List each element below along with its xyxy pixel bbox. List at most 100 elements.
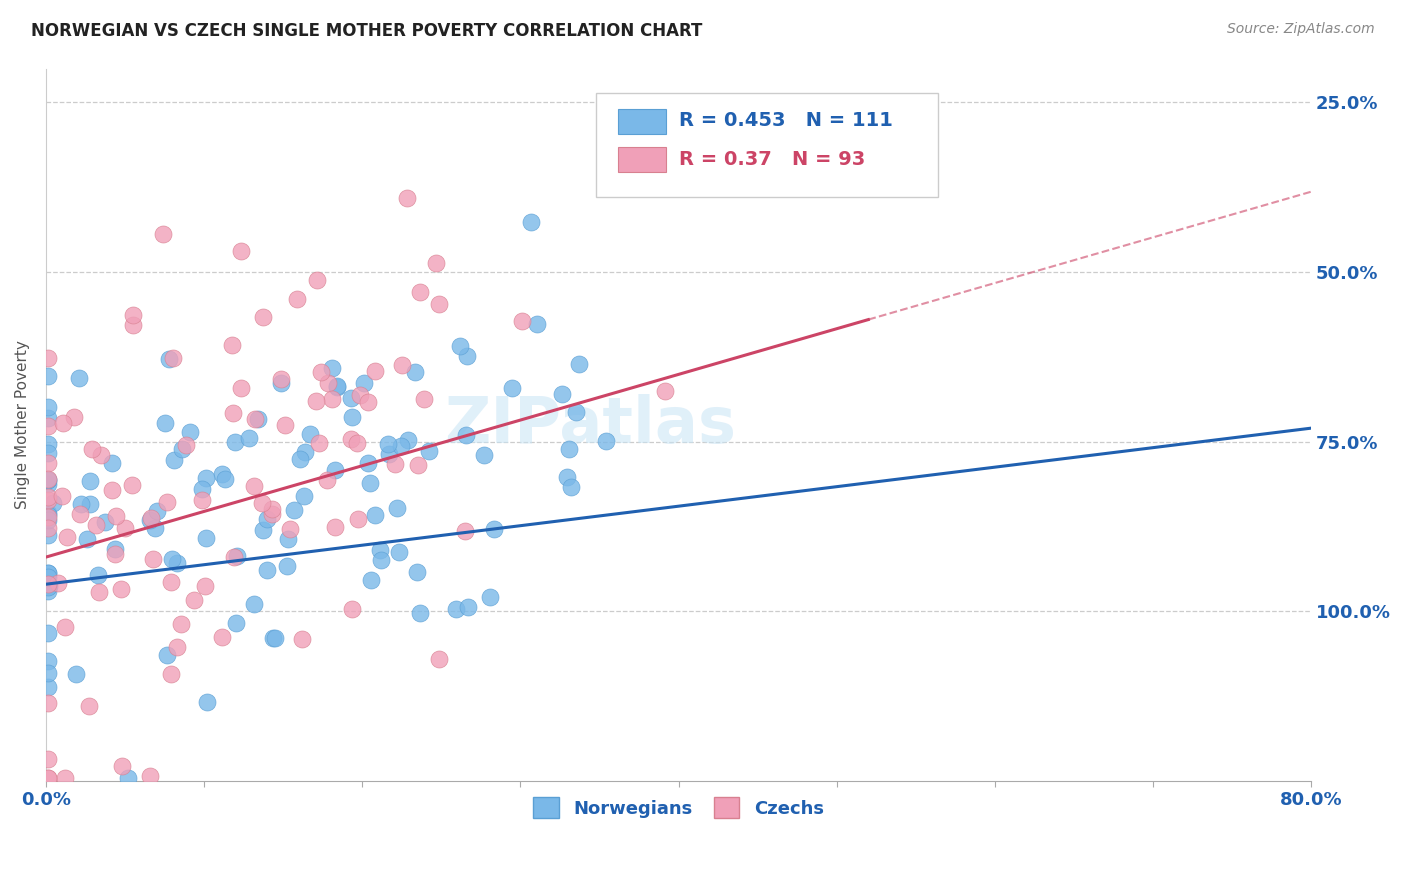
Norwegians <box>70 497 93 511</box>
Norwegians <box>76 533 98 547</box>
Norwegians <box>172 442 194 456</box>
Norwegians <box>409 606 432 620</box>
Czechs <box>37 510 59 524</box>
Czechs <box>159 575 181 590</box>
Czechs <box>222 406 245 420</box>
Norwegians <box>370 543 392 558</box>
Czechs <box>321 392 343 407</box>
Czechs <box>427 652 450 666</box>
Czechs <box>37 472 59 486</box>
Norwegians <box>37 446 59 460</box>
Czechs <box>425 256 447 270</box>
Norwegians <box>37 584 59 599</box>
Norwegians <box>294 445 316 459</box>
Text: NORWEGIAN VS CZECH SINGLE MOTHER POVERTY CORRELATION CHART: NORWEGIAN VS CZECH SINGLE MOTHER POVERTY… <box>31 22 703 40</box>
Czechs <box>512 314 534 328</box>
Czechs <box>194 579 217 593</box>
Czechs <box>104 547 127 561</box>
Norwegians <box>326 380 349 394</box>
Norwegians <box>153 416 176 430</box>
Norwegians <box>38 579 60 593</box>
Czechs <box>339 432 361 446</box>
Norwegians <box>37 473 59 487</box>
Norwegians <box>456 349 478 363</box>
Czechs <box>406 458 429 473</box>
Czechs <box>183 592 205 607</box>
Norwegians <box>190 482 212 496</box>
Norwegians <box>37 437 59 451</box>
Norwegians <box>238 431 260 445</box>
Norwegians <box>277 532 299 546</box>
Norwegians <box>65 667 87 681</box>
Czechs <box>104 508 127 523</box>
Czechs <box>37 520 59 534</box>
Czechs <box>53 771 76 785</box>
Norwegians <box>377 436 399 450</box>
Norwegians <box>214 472 236 486</box>
Norwegians <box>159 351 181 366</box>
Norwegians <box>211 467 233 481</box>
Norwegians <box>79 497 101 511</box>
Norwegians <box>194 531 217 545</box>
Czechs <box>80 442 103 456</box>
Norwegians <box>224 435 246 450</box>
Norwegians <box>37 369 59 384</box>
Norwegians <box>359 475 381 490</box>
Norwegians <box>143 521 166 535</box>
Norwegians <box>472 448 495 462</box>
Czechs <box>121 308 143 322</box>
Czechs <box>114 521 136 535</box>
Czechs <box>291 632 314 646</box>
Norwegians <box>79 474 101 488</box>
Czechs <box>316 376 339 390</box>
Norwegians <box>501 381 523 395</box>
Czechs <box>142 551 165 566</box>
Norwegians <box>100 456 122 470</box>
Czechs <box>308 436 330 450</box>
Czechs <box>56 530 79 544</box>
Norwegians <box>139 513 162 527</box>
Legend: Norwegians, Czechs: Norwegians, Czechs <box>526 790 831 825</box>
Czechs <box>37 771 59 785</box>
Czechs <box>37 419 59 434</box>
Czechs <box>77 698 100 713</box>
Czechs <box>122 318 145 333</box>
Norwegians <box>457 600 479 615</box>
Czechs <box>654 384 676 399</box>
Norwegians <box>195 471 218 485</box>
Czechs <box>190 492 212 507</box>
Norwegians <box>37 411 59 425</box>
Norwegians <box>195 695 218 709</box>
Norwegians <box>378 447 401 461</box>
Czechs <box>37 752 59 766</box>
Czechs <box>305 272 328 286</box>
Norwegians <box>37 654 59 668</box>
Norwegians <box>67 370 90 384</box>
Norwegians <box>595 434 617 449</box>
Norwegians <box>568 357 591 371</box>
Norwegians <box>326 379 349 393</box>
Czechs <box>37 771 59 785</box>
Czechs <box>211 630 233 644</box>
Norwegians <box>37 626 59 640</box>
Czechs <box>37 490 59 504</box>
Norwegians <box>478 590 501 604</box>
Norwegians <box>385 500 408 515</box>
Y-axis label: Single Mother Poverty: Single Mother Poverty <box>15 341 30 509</box>
Norwegians <box>482 522 505 536</box>
FancyBboxPatch shape <box>596 94 938 197</box>
Czechs <box>270 372 292 386</box>
Norwegians <box>93 516 115 530</box>
Czechs <box>260 508 283 522</box>
Norwegians <box>388 545 411 559</box>
Czechs <box>37 493 59 508</box>
Czechs <box>278 522 301 536</box>
Norwegians <box>37 566 59 581</box>
Norwegians <box>104 541 127 556</box>
Czechs <box>347 512 370 526</box>
Czechs <box>356 395 378 409</box>
Czechs <box>250 496 273 510</box>
Norwegians <box>42 496 65 510</box>
Czechs <box>342 602 364 616</box>
Norwegians <box>298 427 321 442</box>
